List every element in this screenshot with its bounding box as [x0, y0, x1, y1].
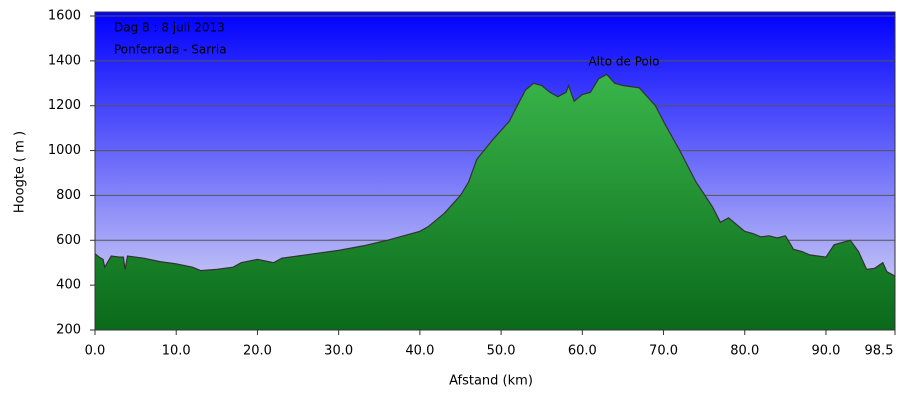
- y-tick-label: 1200: [48, 98, 81, 113]
- x-tick-label: 60.0: [568, 344, 597, 359]
- area: [95, 74, 895, 330]
- x-tick-label: 0.0: [85, 344, 106, 359]
- profile-line: [94, 73, 896, 277]
- y-tick-label: 200: [56, 323, 81, 338]
- x-tick-label: 40.0: [405, 344, 434, 359]
- y-tick-label: 1400: [48, 53, 81, 68]
- y-tick-label: 800: [56, 188, 81, 203]
- annotation: Dag 8 : 8 juli 2013: [114, 21, 225, 35]
- x-tick-label: 20.0: [243, 344, 272, 359]
- x-tick-label: 90.0: [811, 344, 840, 359]
- y-tick-label: 400: [56, 278, 81, 293]
- x-tick-label: 50.0: [487, 344, 516, 359]
- x-tick-label: 10.0: [162, 344, 191, 359]
- y-tick-label: 1000: [48, 143, 81, 158]
- x-tick-label: 30.0: [324, 344, 353, 359]
- y-tick-label: 600: [56, 233, 81, 248]
- y-tick-label: 1600: [48, 9, 81, 24]
- x-tick-label: 98.5: [865, 344, 894, 359]
- x-tick-label: 80.0: [730, 344, 759, 359]
- plot-frame: [94, 11, 896, 331]
- x-axis-label: Afstand (km): [449, 374, 533, 389]
- annotation: Ponferrada - Sarria: [114, 43, 227, 57]
- x-tick-label: 70.0: [649, 344, 678, 359]
- y-axis-label: Hoogte ( m ): [13, 131, 28, 213]
- annotation: Alto de Poio: [588, 55, 659, 69]
